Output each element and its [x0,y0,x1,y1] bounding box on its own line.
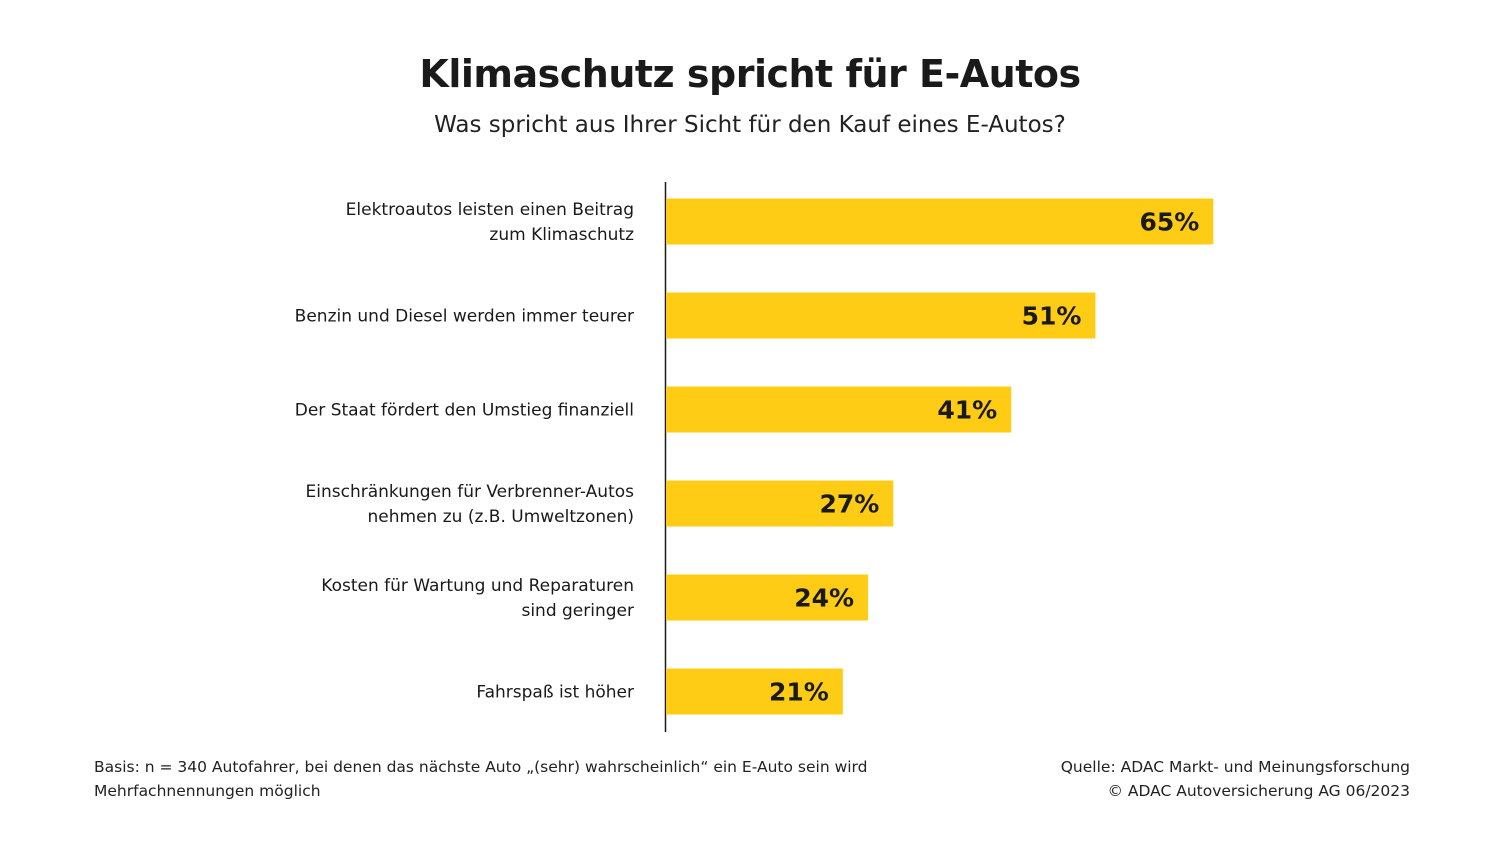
data-label-1: 51% [1022,302,1082,331]
category-label-line: Einschränkungen für Verbrenner-Autos [306,482,635,502]
category-label-line: nehmen zu (z.B. Umweltzonen) [368,507,634,527]
category-label-0: Elektroautos leisten einen Beitrag zum Kl… [346,200,634,245]
chart-title: Klimaschutz spricht für E-Autos [419,52,1081,96]
bar-5 [666,668,843,715]
bar-2 [666,386,1012,433]
bar-3 [666,480,894,527]
category-label-line: zum Klimaschutz [489,225,634,245]
category-label-line: Der Staat fördert den Umstieg finanziell [295,401,634,421]
category-label-line: Elektroautos leisten einen Beitrag [346,200,634,220]
data-label-2: 41% [937,396,997,425]
category-label-line: Benzin und Diesel werden immer teurer [295,307,634,327]
category-label-line: sind geringer [521,601,634,621]
category-label-line: Kosten für Wartung und Reparaturen [321,576,634,596]
footer-source: Quelle: ADAC Markt- und Meinungsforschun… [1061,755,1410,803]
bar-4 [666,574,869,621]
bar-0 [666,198,1214,245]
data-label-4: 24% [794,584,854,613]
category-label-2: Der Staat fördert den Umstieg finanziell [295,401,634,421]
bars-group: 65% Elektroautos leisten einen Beitrag zum… [295,198,1214,715]
footer-source-text: Quelle: ADAC Markt- und Meinungsforschun… [1060,758,1410,776]
footer-multi: Mehrfachnennungen möglich [94,782,321,800]
bar-1 [666,292,1096,339]
chart-subtitle: Was spricht aus Ihrer Sicht für den Kauf… [434,112,1066,138]
category-label-line: Fahrspaß ist höher [476,683,634,703]
category-label-5: Fahrspaß ist höher [476,683,634,703]
footer-notes: Basis: n = 340 Autofahrer, bei denen das… [94,755,868,803]
footer-basis: Basis: n = 340 Autofahrer, bei denen das… [94,758,868,776]
footer-copyright: © ADAC Autoversicherung AG 06/2023 [1107,782,1410,800]
data-label-0: 65% [1139,208,1199,237]
data-label-3: 27% [819,490,879,519]
data-label-5: 21% [769,678,829,707]
category-label-3: Einschränkungen für Verbrenner-Autos nehm… [306,482,635,527]
category-label-4: Kosten für Wartung und Reparaturen sind g… [321,576,634,621]
category-label-1: Benzin und Diesel werden immer teurer [295,307,634,327]
